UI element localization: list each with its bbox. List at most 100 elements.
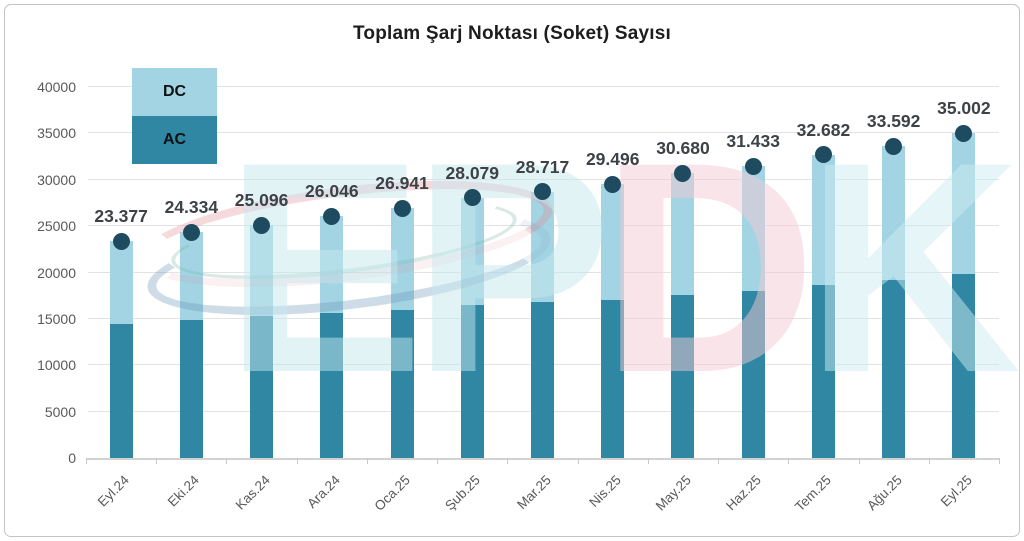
watermark-letter-d: D: [600, 99, 817, 435]
data-label: 24.334: [164, 197, 219, 218]
y-axis-label-20000: 20000: [37, 264, 76, 281]
data-label: 26.046: [305, 181, 359, 202]
bar-top-marker: [182, 223, 200, 241]
bar-segment-dc: [320, 216, 344, 314]
x-axis-tick: [366, 458, 368, 464]
watermark-letter-k: K: [804, 99, 1022, 435]
bar-segment-ac: [741, 291, 765, 458]
x-axis-label: Haz.25: [723, 472, 765, 514]
legend-item-dc: DC: [132, 68, 217, 116]
x-axis-label: Mar.25: [513, 472, 554, 513]
data-label: 28.079: [445, 162, 500, 183]
x-axis-tick: [928, 458, 930, 464]
y-axis-label-0: 0: [68, 450, 76, 466]
x-axis-label: Oca.25: [371, 472, 413, 514]
data-label: 31.433: [726, 131, 780, 152]
y-axis-label-35000: 35000: [37, 125, 76, 142]
y-axis-label-40000: 40000: [37, 79, 76, 95]
x-axis-label: Ağu.25: [863, 472, 905, 514]
bar-segment-dc: [179, 232, 203, 320]
data-label: 25.096: [234, 190, 289, 211]
x-axis-label: Ara.24: [304, 472, 343, 512]
y-axis-label-25000: 25000: [37, 218, 76, 235]
legend-item-ac: AC: [132, 116, 217, 164]
x-axis-label: Eki.24: [165, 472, 203, 510]
data-label: 32.682: [796, 119, 851, 140]
x-axis-tick: [296, 458, 298, 464]
gridline-35000: [88, 132, 999, 134]
bar-top-marker: [955, 124, 973, 142]
y-axis-label-10000: 10000: [37, 357, 76, 374]
x-axis-tick: [718, 458, 720, 464]
bar-segment-dc: [390, 208, 414, 310]
chart-legend: DC AC: [132, 68, 217, 164]
x-axis-label: Nis.25: [586, 472, 624, 511]
bar-segment-ac: [390, 309, 414, 458]
bar-top-marker: [253, 216, 271, 234]
data-label: 33.592: [866, 111, 921, 132]
bar-segment-ac: [531, 302, 554, 458]
bar-segment-ac: [320, 313, 344, 458]
x-axis-tick: [437, 458, 439, 464]
y-axis-label-15000: 15000: [37, 310, 76, 327]
x-axis-tick: [858, 458, 860, 464]
x-axis-tick: [577, 458, 579, 464]
bar-segment-ac: [882, 279, 906, 458]
gridline-40000: [88, 86, 999, 87]
x-axis-tick: [86, 458, 87, 464]
bar-segment-ac: [952, 274, 976, 458]
x-axis-label: Tem.25: [792, 472, 835, 515]
y-axis-label-5000: 5000: [44, 403, 76, 420]
bar-top-marker: [674, 164, 692, 182]
x-axis-label: Şub.25: [442, 472, 484, 514]
bar-top-marker: [393, 199, 411, 217]
data-label: 28.717: [515, 156, 570, 177]
bar-segment-dc: [811, 154, 835, 285]
bar-top-marker: [112, 232, 130, 250]
x-axis-tick: [156, 458, 158, 464]
bar-segment-dc: [531, 191, 554, 303]
bar-segment-ac: [601, 299, 625, 458]
bar-top-marker: [323, 207, 341, 225]
x-axis-tick: [226, 458, 228, 464]
x-axis-label: Kas.24: [232, 472, 273, 513]
bar-segment-dc: [109, 241, 133, 325]
x-axis-tick: [507, 458, 509, 464]
x-axis-label: May.25: [652, 472, 694, 514]
x-axis-tick: [999, 458, 1000, 464]
bar-segment-ac: [109, 324, 133, 458]
chart-title: Toplam Şarj Noktası (Soket) Sayısı: [353, 23, 671, 44]
bar-segment-ac: [179, 319, 203, 458]
bar-segment-dc: [601, 184, 625, 300]
legend-label-ac: AC: [162, 131, 187, 148]
y-axis-label-30000: 30000: [37, 171, 76, 188]
bar-top-marker: [744, 157, 762, 175]
bar-segment-dc: [741, 166, 765, 292]
data-label: 29.496: [585, 149, 640, 170]
x-axis-tick: [647, 458, 649, 464]
data-label: 30.680: [656, 138, 710, 159]
bar-segment-ac: [671, 294, 695, 458]
bar-segment-ac: [460, 305, 484, 458]
bar-top-marker: [534, 183, 551, 201]
bar-segment-dc: [671, 173, 695, 295]
x-axis-tick: [788, 458, 790, 464]
x-axis-label: Eyl.24: [94, 472, 133, 510]
x-axis-label: Eyl.25: [937, 472, 975, 510]
bar-top-marker: [814, 146, 832, 164]
bar-segment-dc: [460, 197, 484, 306]
bar-segment-dc: [250, 225, 274, 317]
legend-label-dc: DC: [162, 83, 187, 100]
data-label: 35.002: [937, 98, 991, 119]
bar-top-marker: [463, 189, 481, 207]
bar-segment-dc: [952, 133, 976, 275]
bar-segment-ac: [811, 284, 835, 458]
gridline-30000: [88, 178, 999, 180]
data-label: 26.941: [375, 173, 429, 194]
data-label: 23.377: [94, 206, 148, 227]
bar-top-marker: [604, 175, 622, 193]
bar-segment-ac: [250, 316, 274, 458]
bar-top-marker: [885, 137, 903, 155]
